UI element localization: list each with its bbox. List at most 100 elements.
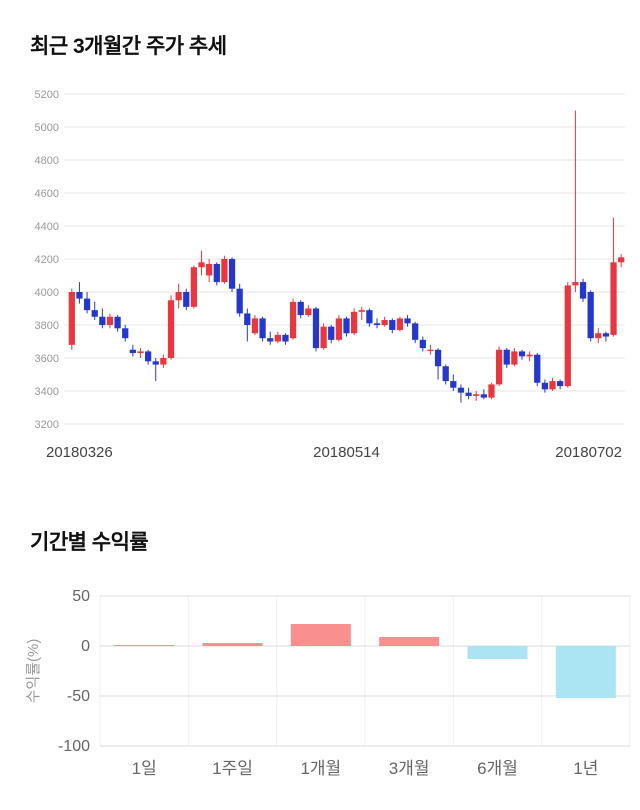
candle-body [267,338,274,342]
y-tick-label: 4600 [35,188,59,200]
candle-body [419,339,426,349]
candle-body [335,318,342,340]
candle-body [534,354,541,383]
candle-body [274,334,281,342]
candle-body [114,316,121,329]
category-label: 6개월 [477,759,518,778]
bars [114,624,616,698]
candle-body [404,318,411,324]
y-tick-label: 3600 [35,353,59,365]
candle-body [83,298,91,311]
y-gridlines: 3200 3400 3600 3800 4000 4200 4400 4600 4800 5000… [35,89,625,431]
return-bar [467,646,528,659]
candle-body [122,328,129,339]
candle-body [213,263,220,283]
candle-body [129,349,136,354]
category-label: 1주일 [212,759,253,778]
y-tick-label: 50 [72,588,90,605]
candle-body [236,288,243,314]
x-tick-label: 20180326 [46,444,113,461]
candles [68,110,625,403]
candle-body [259,318,266,339]
candle-body [511,351,518,365]
return-bar [114,645,175,646]
category-label: 3개월 [389,759,430,778]
candle-body [442,366,449,382]
price-trend-section-title: 최근 3개월간 주가 추세 [30,35,227,58]
candle-body [541,382,549,390]
candle-body [244,313,251,325]
candle-body [610,262,617,335]
y-tick-label: 4800 [35,155,59,167]
candle-body [427,349,434,352]
candle-body [297,301,304,316]
candle-body [595,333,602,339]
category-label: 1일 [132,759,157,778]
y-tick-label: 0 [81,638,90,655]
candle-body [450,381,457,388]
x-tick-label: 20180514 [313,444,380,461]
candle-body [557,381,564,387]
candle-body [183,292,190,307]
candle-body [434,349,442,367]
candle-body [160,358,167,365]
return-bar [290,624,351,646]
candle-body [106,316,114,325]
period-returns-bar-chart: 50 0 -50 -100 1일 1주일 1개월 3개월 6개월 1년 수익률(%) [25,588,631,778]
candle-body [198,262,205,268]
candle-body [328,326,335,340]
candle-body [282,334,289,342]
candle-body [91,310,98,317]
candle-body [366,310,373,324]
candle-body [549,381,556,390]
candle-body [137,351,144,354]
candle-body [465,392,472,396]
candle-body [495,349,503,385]
candle-body [618,257,625,263]
y-tick-label: 4200 [35,254,59,266]
y-tick-label: -50 [67,688,90,705]
candle-body [358,310,365,312]
candle-body [167,300,175,358]
candle-body [412,323,419,340]
candle-body [503,349,510,365]
y-axis-label: 수익률(%) [25,639,42,704]
candle-body [144,351,152,362]
y-tick-label: 3200 [35,419,59,431]
candle-body [518,351,526,357]
gridlines [99,595,631,747]
y-tick-label: 5000 [35,122,59,134]
candle-body [480,394,487,398]
candle-body [381,320,388,325]
candle-body [602,333,610,337]
candle-body [488,384,495,398]
candle-body [175,292,182,301]
candle-body [351,311,358,334]
candle-body [396,318,404,330]
y-tick-label: -100 [58,738,90,755]
return-bar [379,637,440,646]
candle-body [473,394,480,396]
candle-body [206,263,213,276]
y-tick-label: 3800 [35,320,59,332]
x-tick-label: 20180702 [555,444,622,461]
candle-body [68,292,75,345]
candle-body [305,308,312,316]
category-label: 1년 [573,759,598,778]
candle-body [228,259,236,289]
candle-body [221,259,228,283]
candle-body [251,318,259,334]
candle-body [152,361,159,365]
candle-body [343,318,350,334]
return-bar [555,646,616,698]
candle-body [572,282,579,286]
returns-section-title: 기간별 수익률 [30,531,149,554]
candle-body [320,326,327,349]
y-tick-label: 5200 [35,89,59,101]
candle-body [373,323,381,325]
candle-body [587,292,594,339]
candle-body [389,320,396,330]
candle-body [457,387,465,393]
candle-body [76,292,83,299]
return-bar [202,643,263,646]
